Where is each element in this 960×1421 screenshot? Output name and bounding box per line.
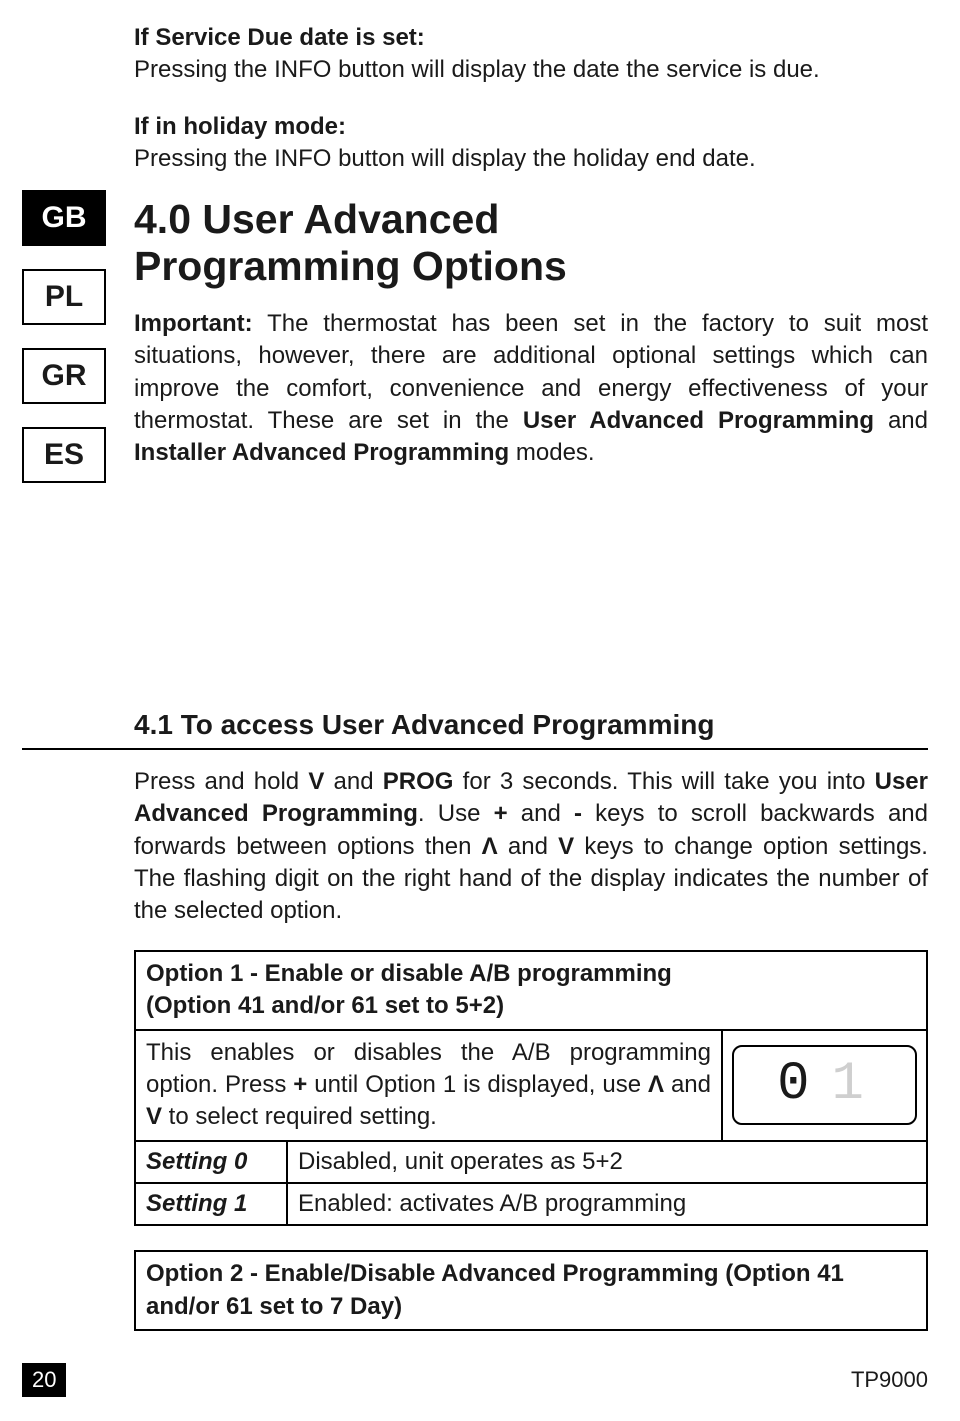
service-due-text: Pressing the INFO button will display th… [134,56,820,83]
h1-line2: Programming Options [134,243,928,290]
important-text-3: modes. [509,439,594,466]
option-2-title: Option 2 - Enable/Disable Advanced Progr… [146,1260,844,1319]
key-up: Λ [482,833,498,860]
heading-rule [22,748,928,750]
lang-tab-gb[interactable]: GB [22,190,106,246]
instr-4: . Use [418,800,494,827]
section-4-1-wrap: 4.1 To access User Advanced Programming … [22,670,928,1331]
language-tabs: GB PL GR ES [22,190,106,483]
key-minus: - [574,800,582,827]
section-heading-4-0: 4.0 User Advanced Programming Options [134,196,928,290]
opt1-up: Λ [648,1071,664,1098]
setting-1-row: Setting 1 Enabled: activates A/B program… [136,1184,926,1224]
h1-line1: 4.0 User Advanced [134,196,928,243]
lcd-display-cell: 0 1 [721,1031,926,1140]
opt1-body-4: to select required setting. [162,1103,437,1130]
service-due-block: If Service Due date is set: Pressing the… [134,22,928,87]
option-2-box: Option 2 - Enable/Disable Advanced Progr… [134,1250,928,1331]
service-due-title: If Service Due date is set: [134,22,928,54]
opt1-body-3: and [664,1071,711,1098]
opt1-body-2: until Option 1 is displayed, use [307,1071,648,1098]
holiday-text: Pressing the INFO button will display th… [134,145,756,172]
option-1-header: Option 1 - Enable or disable A/B program… [136,952,926,1031]
instr-1: Press and hold [134,768,308,795]
instruction-paragraph: Press and hold V and PROG for 3 seconds.… [134,766,928,928]
option-1-box: Option 1 - Enable or disable A/B program… [134,950,928,1227]
section-heading-4-1: 4.1 To access User Advanced Programming [134,706,928,744]
lang-tab-gr[interactable]: GR [22,348,106,404]
lang-tab-es[interactable]: ES [22,427,106,483]
option-1-title-line1: Option 1 - Enable or disable A/B program… [146,958,916,990]
important-label: Important: [134,310,253,337]
setting-0-value: Disabled, unit operates as 5+2 [288,1142,926,1182]
instr-2: and [324,768,382,795]
instr-7: and [498,833,558,860]
document-page: GB PL GR ES If Service Due date is set: … [0,0,960,1421]
holiday-block: If in holiday mode: Pressing the INFO bu… [134,111,928,176]
setting-1-label: Setting 1 [136,1184,288,1224]
key-prog: PROG [383,768,454,795]
important-bold-1: User Advanced Programming [523,407,874,434]
instr-3: for 3 seconds. This will take you into [453,768,874,795]
opt1-v: V [146,1103,162,1130]
important-paragraph: Important: The thermostat has been set i… [134,308,928,470]
key-v2: V [558,833,574,860]
model-number: TP9000 [851,1365,928,1395]
key-plus: + [494,800,508,827]
lcd-main-digit: 0 [777,1049,809,1122]
important-text-2: and [874,407,928,434]
option-1-body-text: This enables or disables the A/B program… [136,1031,721,1140]
important-bold-2: Installer Advanced Programming [134,439,509,466]
page-number: 20 [22,1363,66,1397]
setting-1-value: Enabled: activates A/B programming [288,1184,926,1224]
lcd-display: 0 1 [732,1045,917,1125]
key-v: V [308,768,324,795]
holiday-title: If in holiday mode: [134,111,928,143]
setting-0-row: Setting 0 Disabled, unit operates as 5+2 [136,1142,926,1184]
lang-tab-pl[interactable]: PL [22,269,106,325]
option-1-title-line2: (Option 41 and/or 61 set to 5+2) [146,990,916,1022]
option-1-body-row: This enables or disables the A/B program… [136,1031,926,1142]
instr-5: and [508,800,574,827]
page-footer: 20 TP9000 [22,1363,928,1397]
content-column: If Service Due date is set: Pressing the… [134,22,928,470]
lcd-side-digit: 1 [832,1049,864,1122]
opt1-plus: + [293,1071,307,1098]
setting-0-label: Setting 0 [136,1142,288,1182]
